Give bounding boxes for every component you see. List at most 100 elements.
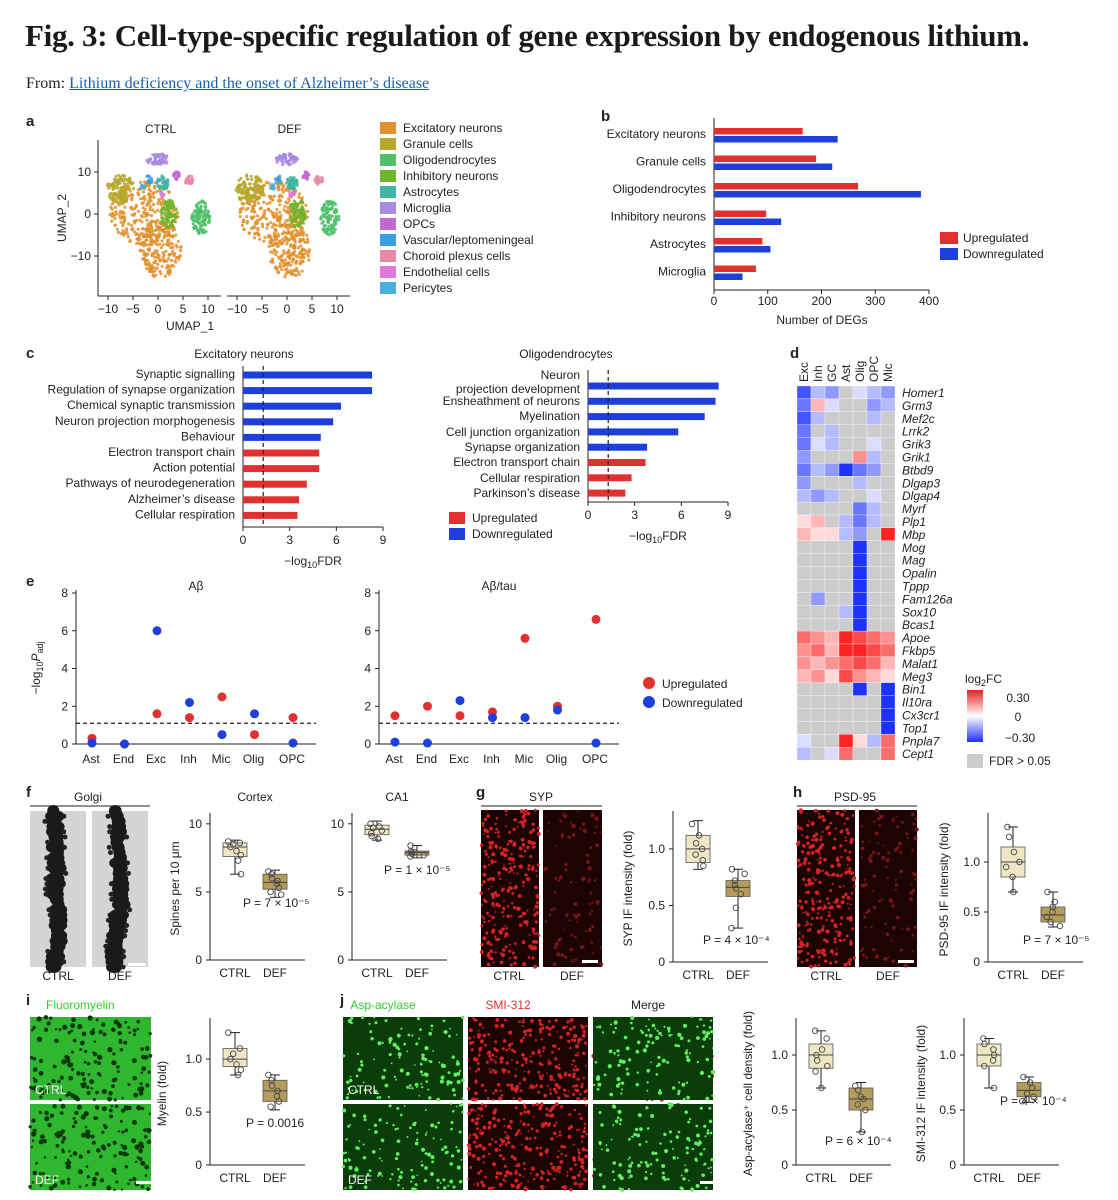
fluor-punctum <box>514 1088 518 1093</box>
fluor-punctum <box>509 963 513 967</box>
myelin-dark-cell <box>147 1128 152 1133</box>
golgi-spine <box>127 907 133 913</box>
umap-cell-point <box>130 228 134 232</box>
myelin-dark-cell <box>93 1040 97 1043</box>
fluor-punctum <box>801 934 804 937</box>
d-heatmap-cell <box>852 385 868 400</box>
golgi-spine <box>45 865 51 871</box>
umap-cell-point <box>156 202 160 206</box>
umap-cell-point <box>154 220 158 224</box>
umap-cell-point <box>313 177 317 181</box>
fluor-punctum <box>399 1113 403 1117</box>
umap-cell-point <box>133 212 137 216</box>
fluor-punctum <box>478 1050 481 1053</box>
fluor-punctum <box>491 852 496 857</box>
fluor-punctum <box>708 1037 711 1040</box>
umap-cell-point <box>159 202 163 206</box>
fluor-punctum <box>610 1138 613 1141</box>
umap-cell-point <box>140 220 144 224</box>
fluor-punctum <box>527 956 531 959</box>
myelin-dark-cell <box>111 1084 115 1089</box>
myelin-dark-cell <box>86 1175 91 1179</box>
fluor-punctum <box>461 1110 464 1114</box>
umap-cell-point <box>165 233 169 238</box>
fluor-punctum <box>634 1127 639 1132</box>
d-row-label: Grm3 <box>902 399 932 413</box>
d-heatmap-cell <box>796 540 812 554</box>
umap-cell-point <box>296 246 301 250</box>
golgi-def-image <box>92 805 148 973</box>
fluor-punctum <box>486 814 491 818</box>
myelin-dark-cell <box>54 1038 59 1044</box>
fluor-punctum <box>799 944 804 948</box>
fluor-punctum <box>549 1162 553 1166</box>
fluor-punctum <box>595 843 600 848</box>
umap-cell-point <box>294 254 298 258</box>
d-heatmap-cell <box>796 411 812 425</box>
fluor-punctum <box>844 836 847 839</box>
fluor-punctum <box>595 900 600 905</box>
myelin-dark-cell <box>79 1040 85 1046</box>
myelin-dark-cell <box>59 1111 64 1115</box>
fluor-punctum <box>818 845 823 850</box>
fluor-punctum <box>573 1034 578 1039</box>
fluor-punctum <box>894 888 897 892</box>
umap-cell-point <box>283 275 287 279</box>
d-row-label: Tppp <box>902 580 930 594</box>
umap-cell-point <box>290 260 294 264</box>
fluor-punctum <box>647 1028 651 1032</box>
golgi-spine <box>109 896 115 902</box>
fluor-punctum <box>569 947 574 952</box>
fluor-punctum <box>809 964 814 969</box>
umap-cell-point <box>171 206 175 210</box>
fluor-punctum <box>808 861 811 865</box>
fluor-punctum <box>698 1140 701 1143</box>
d-heatmap-cell <box>852 630 868 645</box>
d-row-label: Myrf <box>902 502 927 516</box>
umap-cell-point <box>141 227 145 231</box>
umap-cell-point <box>267 244 271 248</box>
fluor-punctum <box>821 815 825 819</box>
fluor-punctum <box>532 1103 535 1107</box>
fluor-punctum <box>531 956 535 960</box>
fluor-punctum <box>517 821 520 824</box>
umap-cell-point <box>288 191 292 195</box>
fluor-punctum <box>556 1155 560 1159</box>
golgi-spine <box>62 834 68 840</box>
myelin-dark-cell <box>103 1125 108 1130</box>
b-bar-downregulated <box>714 246 771 253</box>
d-heatmap-cell <box>880 695 896 709</box>
myelin-dark-cell <box>124 1128 129 1133</box>
fluor-punctum <box>551 1025 555 1029</box>
e-ab-point-downregulated <box>288 738 298 748</box>
c-right-category-label: Cell junction organization <box>446 425 580 439</box>
golgi-spine <box>108 881 114 887</box>
umap-cell-point <box>278 193 282 197</box>
psd95-ctrl-image-background <box>797 810 855 967</box>
fluor-punctum <box>553 1044 557 1048</box>
d-heatmap-cell <box>852 398 868 412</box>
fluor-punctum <box>497 893 501 897</box>
umap-cell-point <box>156 226 160 230</box>
umap-cell-point <box>275 160 279 164</box>
umap-cell-point <box>323 203 327 208</box>
d-heatmap-cell <box>852 450 868 464</box>
myelin-dark-cell <box>70 1023 76 1029</box>
fluor-punctum <box>415 1042 419 1046</box>
fluor-punctum <box>549 1122 552 1124</box>
c-left-bar <box>243 418 334 426</box>
fluor-punctum <box>377 1041 382 1046</box>
umap-cell-point <box>272 215 276 219</box>
myelin-dark-cell <box>112 1140 117 1145</box>
fluor-punctum <box>619 1118 623 1122</box>
fluor-punctum <box>628 1156 631 1159</box>
b-legend-swatch <box>940 232 958 244</box>
myelin-dark-cell <box>136 1105 142 1111</box>
fluor-punctum <box>545 1025 549 1030</box>
d-heatmap-cell <box>866 437 882 451</box>
fluor-punctum <box>701 1045 705 1048</box>
myelin-dark-cell <box>128 1178 132 1182</box>
umap-cell-point <box>153 210 157 214</box>
source-article-link[interactable]: Lithium deficiency and the onset of Alzh… <box>69 75 430 92</box>
